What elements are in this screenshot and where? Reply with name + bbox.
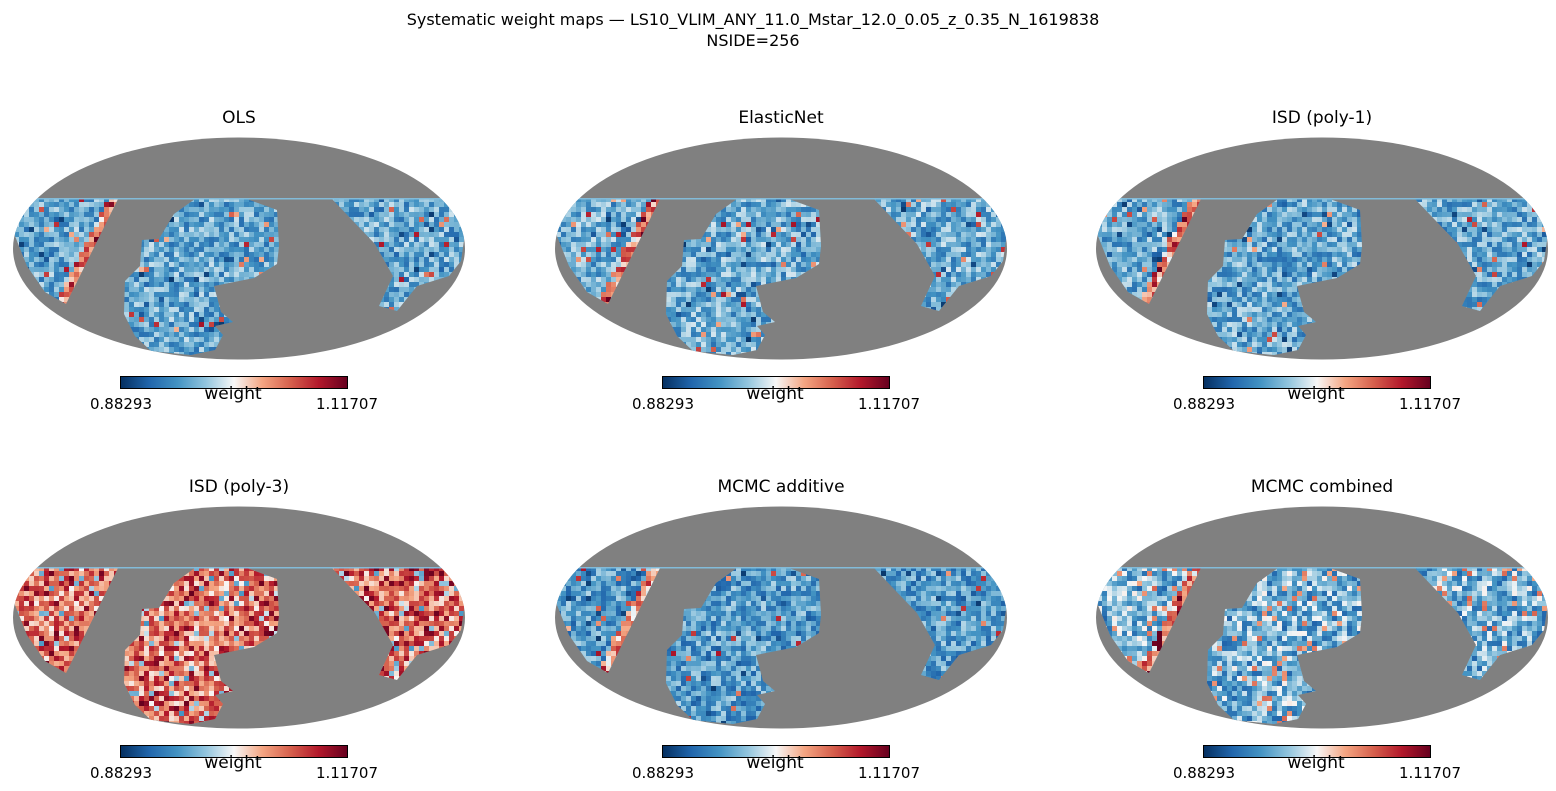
colorbar-min-label: 0.88293 [1154, 395, 1254, 413]
colorbar-min-label: 0.88293 [1154, 764, 1254, 782]
footprint-top-edge [13, 198, 465, 200]
panel-title: ISD (poly-1) [1092, 108, 1552, 128]
map-panel-elasticnet: ElasticNet 0.88293 weight 1.11707 [551, 108, 1011, 413]
colorbar [1203, 376, 1431, 389]
panel-title: OLS [9, 108, 469, 128]
panel-title: ElasticNet [551, 108, 1011, 128]
footprint-top-edge [555, 567, 1007, 569]
colorbar-max-label: 1.11707 [1380, 764, 1480, 782]
colorbar-max-label: 1.11707 [297, 395, 397, 413]
footprint-region [1415, 199, 1548, 311]
colorbar-max-label: 1.11707 [839, 764, 939, 782]
colorbar-min-label: 0.88293 [71, 395, 171, 413]
colorbar-label: weight [133, 753, 333, 773]
panel-title: ISD (poly-3) [9, 477, 469, 497]
colorbar-min-label: 0.88293 [613, 395, 713, 413]
colorbar-max-label: 1.11707 [839, 395, 939, 413]
footprint-top-edge [555, 198, 1007, 200]
footprint-top-edge [13, 567, 465, 569]
colorbar-max-label: 1.11707 [1380, 395, 1480, 413]
colorbar-min-label: 0.88293 [71, 764, 171, 782]
map-panel-mcmc-additive: MCMC additive 0.88293 weight 1.11707 [551, 477, 1011, 782]
mollweide-map [1096, 506, 1548, 729]
map-panel-mcmc-combined: MCMC combined 0.88293 weight 1.11707 [1092, 477, 1552, 782]
colorbar [1203, 745, 1431, 758]
figure-suptitle: Systematic weight maps — LS10_VLIM_ANY_1… [0, 9, 1506, 51]
colorbar-label: weight [675, 753, 875, 773]
colorbar-max-label: 1.11707 [297, 764, 397, 782]
colorbar-label: weight [1216, 384, 1416, 404]
colorbar-label: weight [133, 384, 333, 404]
panel-title: MCMC combined [1092, 477, 1552, 497]
suptitle-line-2: NSIDE=256 [0, 30, 1506, 51]
map-panel-isd-poly-1: ISD (poly-1) 0.88293 weight 1.11707 [1092, 108, 1552, 413]
colorbar [662, 376, 890, 389]
map-panel-ols: OLS 0.88293 weight 1.11707 [9, 108, 469, 413]
colorbar [120, 745, 348, 758]
colorbar [662, 745, 890, 758]
mollweide-map [13, 137, 465, 360]
colorbar-label: weight [675, 384, 875, 404]
mollweide-map [555, 506, 1007, 729]
suptitle-line-1: Systematic weight maps — LS10_VLIM_ANY_1… [0, 9, 1506, 30]
mollweide-map [13, 506, 465, 729]
colorbar-label: weight [1216, 753, 1416, 773]
colorbar-min-label: 0.88293 [613, 764, 713, 782]
panel-title: MCMC additive [551, 477, 1011, 497]
mollweide-map [1096, 137, 1548, 360]
colorbar [120, 376, 348, 389]
mollweide-map [555, 137, 1007, 360]
footprint-top-edge [1096, 567, 1548, 569]
footprint-top-edge [1096, 198, 1548, 200]
footprint-region [332, 568, 465, 680]
map-panel-isd-poly-3: ISD (poly-3) 0.88293 weight 1.11707 [9, 477, 469, 782]
